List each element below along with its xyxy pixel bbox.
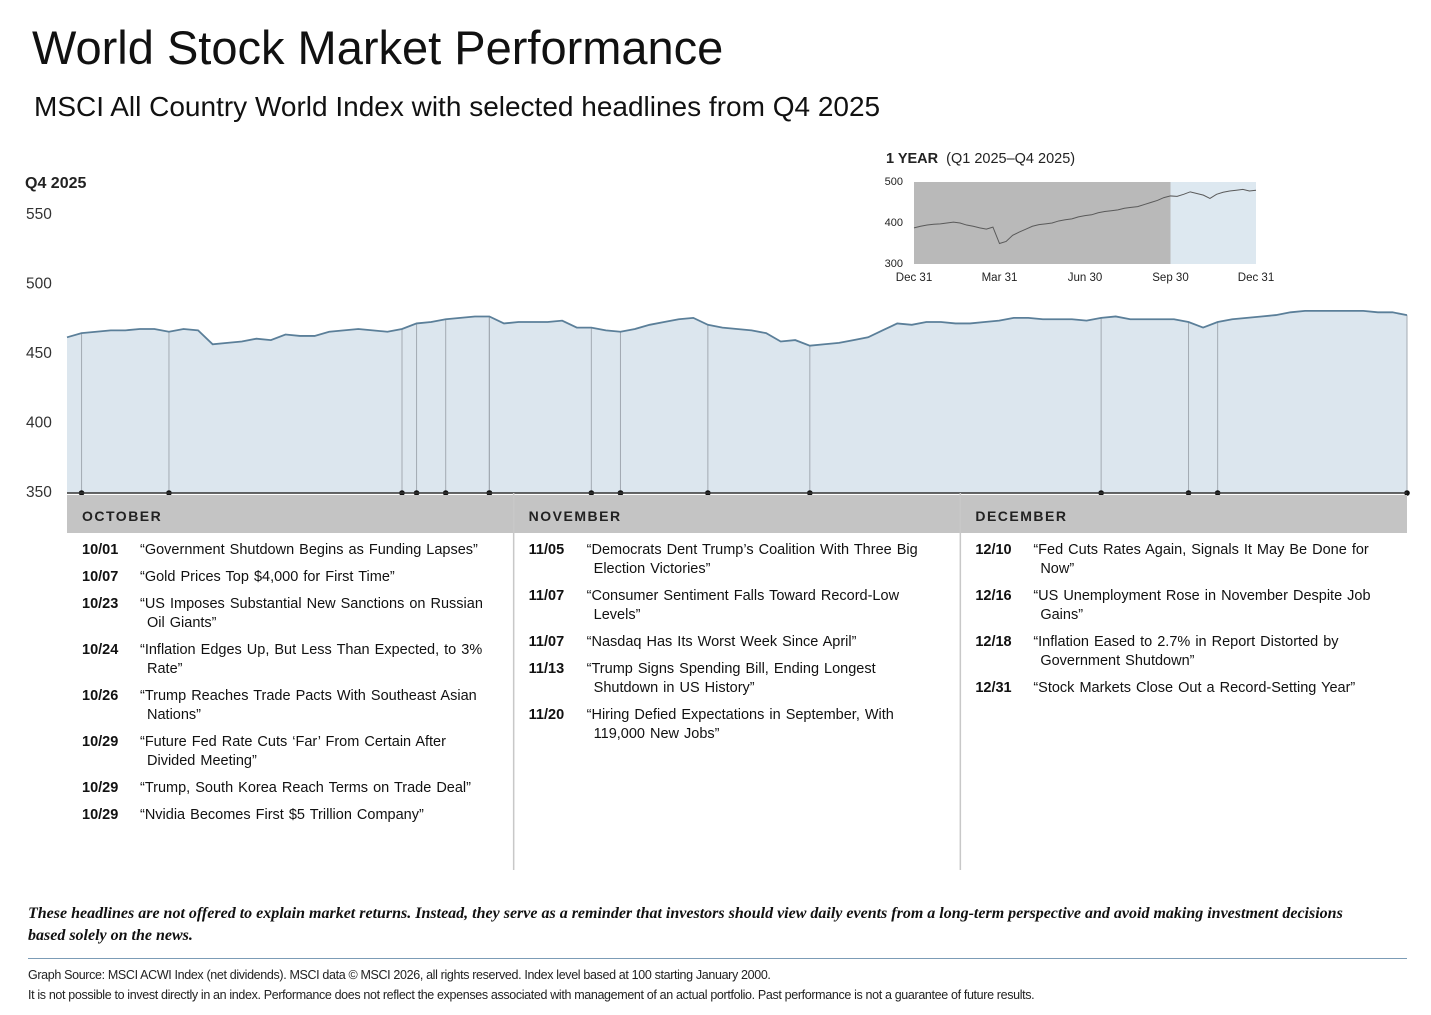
area: [67, 310, 1407, 493]
headline-text: “Fed Cuts Rates Again, Signals It May Be…: [1033, 542, 1369, 577]
inset-line: [913, 188, 1257, 245]
headline-date: 11/07: [528, 588, 565, 604]
headline: 11/20 “Hiring Defied Expectations in Sept…: [529, 706, 933, 744]
headline-date: 11/05: [528, 542, 565, 558]
inset-x-tick-label: Dec 31: [1238, 272, 1274, 284]
headline-text: “Democrats Dent Trump’s Coalition With T…: [586, 542, 918, 577]
subtitle: MSCI All Country World Index with select…: [34, 91, 881, 122]
headline: 11/07 “Consumer Sentiment Falls Toward Re…: [529, 587, 933, 625]
headline: 12/31 “Stock Markets Close Out a Record-S…: [975, 679, 1379, 698]
headline: 10/24 “Inflation Edges Up, But Less Than …: [82, 641, 486, 679]
headline-text: “US Imposes Substantial New Sanctions on…: [140, 596, 483, 631]
inset-highlight: [1170, 182, 1256, 264]
headline-text: “Trump Signs Spending Bill, Ending Longe…: [586, 661, 876, 696]
headline-date: 12/10: [975, 542, 1012, 558]
headline: 11/13 “Trump Signs Spending Bill, Ending …: [529, 660, 933, 698]
headline: 11/05 “Democrats Dent Trump’s Coalition W…: [529, 541, 933, 579]
headline: 10/29 “Future Fed Rate Cuts ‘Far’ From Ce…: [82, 733, 486, 771]
inset-y-tick-label: 400: [885, 217, 903, 229]
inset-subtitle: (Q1 2025–Q4 2025): [946, 151, 1075, 167]
headline: 10/29 “Trump, South Korea Reach Terms on …: [82, 779, 486, 798]
headline-date: 10/29: [82, 734, 119, 750]
headline-text: “Hiring Defied Expectations in September…: [586, 707, 894, 742]
headline-date: 10/26: [82, 688, 119, 704]
title: World Stock Market Performance: [32, 21, 724, 74]
source-line: It is not possible to invest directly in…: [28, 988, 1035, 1002]
headline-text: “Stock Markets Close Out a Record-Settin…: [1033, 680, 1356, 696]
headline-column: DECEMBER 12/10 “Fed Cuts Rates Again, Sign…: [960, 495, 1407, 706]
inset-x-tick-label: Mar 31: [982, 272, 1018, 284]
headline: 11/07 “Nasdaq Has Its Worst Week Since Ap…: [529, 633, 933, 652]
headline-text: “Nasdaq Has Its Worst Week Since April”: [586, 634, 857, 650]
headline-text: “Gold Prices Top $4,000 for First Time”: [140, 569, 395, 585]
headline-text: “Trump, South Korea Reach Terms on Trade…: [140, 780, 471, 796]
headline: 10/07 “Gold Prices Top $4,000 for First T…: [82, 568, 486, 587]
headline-date: 12/16: [975, 588, 1012, 604]
inset-title-bold: 1 YEAR: [886, 151, 939, 167]
month-header: OCTOBER: [82, 508, 163, 524]
y-tick-label: 450: [26, 345, 52, 362]
inset-x-tick-label: Jun 30: [1068, 272, 1103, 284]
month-header-bar: [67, 495, 1407, 533]
headline-column: NOVEMBER 11/05 “Democrats Dent Trump’s Coa…: [514, 495, 961, 752]
headline-text: “Nvidia Becomes First $5 Trillion Compan…: [140, 807, 424, 823]
inset-x-tick-label: Sep 30: [1152, 272, 1188, 284]
divider: [28, 958, 1407, 959]
y-tick-label: 550: [26, 206, 52, 223]
headline: 12/18 “Inflation Eased to 2.7% in Report …: [975, 633, 1379, 671]
headline: 10/01 “Government Shutdown Begins as Fund…: [82, 541, 486, 560]
headline-date: 11/07: [528, 634, 565, 650]
headline: 10/26 “Trump Reaches Trade Pacts With Sou…: [82, 687, 486, 725]
disclaimer: These headlines are not offered to expla…: [28, 905, 1343, 944]
y-tick-label: 400: [26, 415, 52, 432]
headline-date: 10/29: [82, 807, 119, 823]
line: [66, 310, 1408, 347]
inset-background: [914, 182, 1171, 264]
month-header: DECEMBER: [975, 508, 1068, 524]
headline-text: “Inflation Eased to 2.7% in Report Disto…: [1033, 634, 1339, 669]
headline-date: 10/07: [82, 569, 119, 585]
headline: 12/16 “US Unemployment Rose in November D…: [975, 587, 1379, 625]
source: Graph Source: MSCI ACWI Index (net divid…: [28, 965, 1035, 1005]
headline-date: 10/01: [82, 542, 119, 558]
y-axis-title: Q4 2025: [25, 175, 86, 192]
headline-text: “US Unemployment Rose in November Despit…: [1033, 588, 1371, 623]
headline-date: 11/20: [528, 707, 565, 723]
headline: 10/29 “Nvidia Becomes First $5 Trillion C…: [82, 806, 486, 825]
headline-list: 10/01 “Government Shutdown Begins as Fund…: [67, 533, 514, 825]
month-header: NOVEMBER: [528, 508, 622, 524]
y-tick-label: 350: [26, 484, 52, 501]
inset-y-tick-label: 300: [885, 258, 903, 270]
headline-text: “Consumer Sentiment Falls Toward Record-…: [586, 588, 900, 623]
headline-text: “Government Shutdown Begins as Funding L…: [140, 542, 478, 558]
headline-date: 11/13: [528, 661, 565, 677]
headline-text: “Inflation Edges Up, But Less Than Expec…: [140, 642, 483, 677]
headline-list: 12/10 “Fed Cuts Rates Again, Signals It M…: [960, 533, 1407, 698]
headline-date: 10/23: [82, 596, 119, 612]
headline-text: “Future Fed Rate Cuts ‘Far’ From Certain…: [140, 734, 446, 769]
headline-date: 12/18: [975, 634, 1012, 650]
headline-date: 10/24: [82, 642, 119, 658]
headline-date: 12/31: [975, 680, 1012, 696]
headline: 12/10 “Fed Cuts Rates Again, Signals It M…: [975, 541, 1379, 579]
headline-column: OCTOBER 10/01 “Government Shutdown Begins …: [67, 495, 514, 833]
headline-list: 11/05 “Democrats Dent Trump’s Coalition W…: [514, 533, 961, 744]
y-tick-label: 500: [26, 276, 52, 293]
inset-title: 1 YEAR (Q1 2025–Q4 2025): [886, 151, 1075, 167]
headline: 10/23 “US Imposes Substantial New Sanctio…: [82, 595, 486, 633]
inset-x-tick-label: Dec 31: [896, 272, 932, 284]
source-line: Graph Source: MSCI ACWI Index (net divid…: [28, 968, 771, 982]
headline-date: 10/29: [82, 780, 119, 796]
inset-y-tick-label: 500: [885, 176, 903, 188]
headline-text: “Trump Reaches Trade Pacts With Southeas…: [140, 688, 477, 723]
